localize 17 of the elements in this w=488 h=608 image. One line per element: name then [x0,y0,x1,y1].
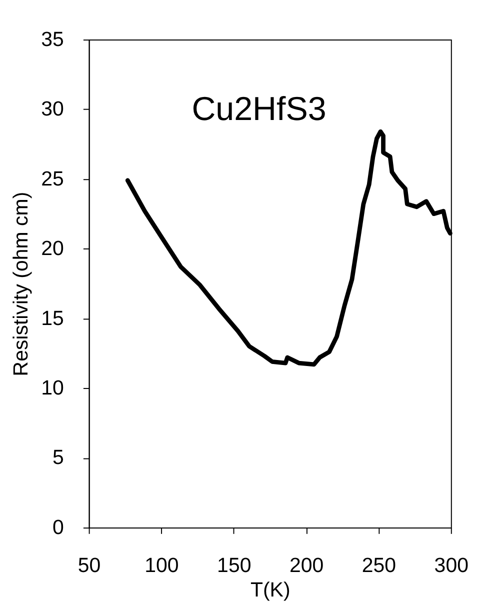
annotation: Cu2HfS3 [192,91,326,128]
x-tick-label: 250 [362,554,396,577]
y-tick-label: 15 [41,306,64,330]
x-tick-label: 200 [289,554,324,577]
x-tick-label: 50 [78,554,101,577]
y-tick-label: 25 [41,167,64,190]
y-tick-label: 20 [41,237,64,260]
y-tick-label: 5 [52,446,64,470]
x-tick-label: 100 [144,554,179,577]
y-tick-label: 0 [52,516,64,539]
y-axis-title: Resistivity (ohm cm) [9,192,32,376]
y-tick-label: 35 [41,28,64,51]
x-axis-title: T(K) [250,578,290,602]
x-tick-label: 300 [434,554,468,577]
y-tick-label: 10 [41,376,64,400]
x-tick-label: 150 [217,554,252,577]
y-tick-label: 30 [41,98,64,121]
